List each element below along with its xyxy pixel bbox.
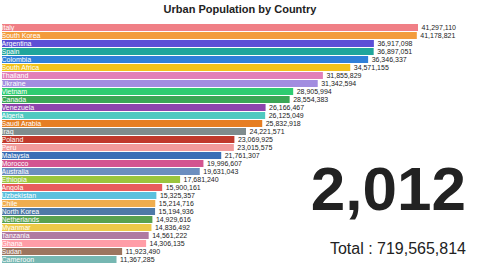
svg-text:14,561,222: 14,561,222 [152, 232, 187, 239]
svg-text:28,905,994: 28,905,994 [297, 88, 332, 95]
svg-text:Morocco: Morocco [2, 160, 29, 167]
svg-text:Canada: Canada [2, 96, 27, 103]
svg-text:15,214,716: 15,214,716 [159, 200, 194, 207]
svg-text:Chile: Chile [2, 200, 18, 207]
svg-text:Tanzania: Tanzania [2, 232, 30, 239]
svg-text:36,897,051: 36,897,051 [377, 48, 412, 55]
svg-text:15,194,936: 15,194,936 [159, 208, 194, 215]
svg-text:Ukraine: Ukraine [2, 80, 26, 87]
svg-text:41,297,110: 41,297,110 [422, 24, 457, 31]
svg-text:South Africa: South Africa [2, 64, 40, 71]
svg-text:14,306,135: 14,306,135 [150, 240, 185, 247]
svg-text:Vietnam: Vietnam [2, 88, 28, 95]
svg-text:14,929,616: 14,929,616 [156, 216, 191, 223]
svg-text:Iraq: Iraq [2, 128, 14, 136]
svg-text:17,681,240: 17,681,240 [184, 176, 219, 183]
svg-text:34,571,155: 34,571,155 [354, 64, 389, 71]
svg-text:26,166,467: 26,166,467 [269, 104, 304, 111]
svg-text:Ghana: Ghana [2, 240, 23, 247]
svg-text:25,832,918: 25,832,918 [266, 120, 301, 127]
svg-text:Poland: Poland [2, 136, 24, 143]
svg-text:Peru: Peru [2, 144, 17, 151]
svg-text:South Korea: South Korea [2, 32, 41, 39]
svg-text:15,900,161: 15,900,161 [166, 184, 201, 191]
svg-text:21,761,307: 21,761,307 [225, 152, 260, 159]
html-text:2,012: 2,012 [310, 154, 466, 223]
svg-text:23,069,925: 23,069,925 [238, 136, 273, 143]
svg-text:15,325,357: 15,325,357 [160, 192, 195, 199]
svg-text:36,346,337: 36,346,337 [372, 56, 407, 63]
svg-text:Thailand: Thailand [2, 72, 29, 79]
html-text:Total : 719,565,814: Total : 719,565,814 [329, 240, 466, 257]
svg-text:Spain: Spain [2, 48, 20, 56]
svg-text:Cameroon: Cameroon [2, 256, 35, 263]
svg-text:Sudan: Sudan [2, 248, 22, 255]
svg-text:31,342,594: 31,342,594 [321, 80, 356, 87]
svg-text:14,836,492: 14,836,492 [155, 224, 190, 231]
svg-text:Myanmar: Myanmar [2, 224, 32, 232]
svg-text:36,917,098: 36,917,098 [377, 40, 412, 47]
svg-text:Argentina: Argentina [2, 40, 32, 48]
svg-text:19,631,043: 19,631,043 [203, 168, 238, 175]
svg-text:Malaysia: Malaysia [2, 152, 30, 160]
svg-text:Ethiopia: Ethiopia [2, 176, 27, 184]
svg-text:41,178,821: 41,178,821 [420, 32, 455, 39]
svg-text:23,015,575: 23,015,575 [237, 144, 272, 151]
svg-text:11,367,285: 11,367,285 [120, 256, 155, 263]
svg-text:26,125,049: 26,125,049 [269, 112, 304, 119]
svg-text:24,221,571: 24,221,571 [249, 128, 284, 135]
svg-text:31,855,829: 31,855,829 [326, 72, 361, 79]
svg-text:Venezuela: Venezuela [2, 104, 35, 111]
svg-text:North Korea: North Korea [2, 208, 40, 215]
svg-text:Uzbekistan: Uzbekistan [2, 192, 37, 199]
svg-text:Australia: Australia [2, 168, 29, 175]
svg-text:28,554,383: 28,554,383 [293, 96, 328, 103]
svg-text:Italy: Italy [2, 24, 15, 32]
html-text:Urban Population by Country: Urban Population by Country [163, 3, 317, 15]
svg-text:Netherlands: Netherlands [2, 216, 40, 223]
svg-text:Colombia: Colombia [2, 56, 32, 63]
svg-text:11,923,490: 11,923,490 [126, 248, 161, 255]
svg-text:Angola: Angola [2, 184, 24, 192]
svg-text:Saudi Arabia: Saudi Arabia [2, 120, 42, 127]
svg-text:Algeria: Algeria [2, 112, 24, 120]
svg-text:19,996,607: 19,996,607 [207, 160, 242, 167]
